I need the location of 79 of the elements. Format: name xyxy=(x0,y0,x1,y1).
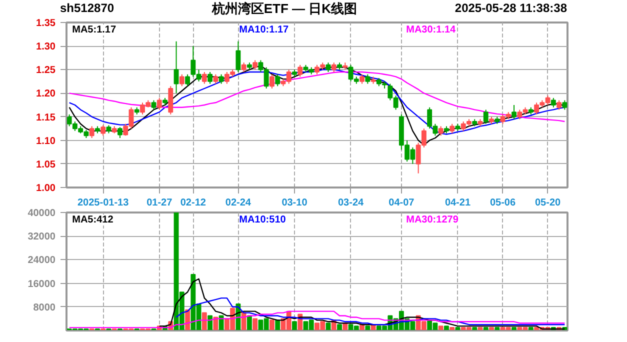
candlestick xyxy=(450,123,455,134)
candlestick xyxy=(512,104,516,120)
y-tick-label: 16000 xyxy=(28,278,56,290)
x-tick-label: 04-21 xyxy=(444,198,471,208)
candlestick xyxy=(218,74,224,84)
y-tick-label: 1.25 xyxy=(36,65,56,76)
candlestick xyxy=(156,97,162,110)
bar xyxy=(269,320,274,330)
x-tick-label: 03-24 xyxy=(338,198,364,208)
candlestick xyxy=(100,124,106,136)
candlestick xyxy=(331,62,336,72)
candlestick xyxy=(213,74,218,84)
candlestick xyxy=(556,100,562,110)
bar xyxy=(202,312,207,330)
chart-title: 杭州湾区ETF — 日K线图 xyxy=(212,0,358,18)
candlestick xyxy=(241,62,246,72)
bar xyxy=(444,326,449,330)
x-tick-label: 05-06 xyxy=(490,198,516,208)
text: MA5:412 xyxy=(72,214,114,226)
x-tick-label: 05-20 xyxy=(535,198,562,208)
x-tick-label: 2025-01-13 xyxy=(78,198,130,208)
bar xyxy=(337,324,342,330)
text: sh512870 xyxy=(60,0,114,17)
text: MA10:510 xyxy=(239,214,286,226)
y-tick-label: 1.05 xyxy=(36,159,56,170)
bar xyxy=(472,327,478,330)
candlestick xyxy=(275,74,280,87)
text: MA30:1.14 xyxy=(406,24,456,36)
y-tick-label: 32000 xyxy=(28,232,56,243)
bar xyxy=(483,327,488,330)
x-tick-label: 04-07 xyxy=(388,198,415,208)
text: MA5:1.17 xyxy=(72,24,116,36)
bar xyxy=(450,327,455,330)
candlestick xyxy=(185,74,190,87)
x-tick-label: 02-24 xyxy=(225,198,252,208)
bar xyxy=(252,318,258,330)
bar xyxy=(528,327,534,330)
y-tick-label: 1.00 xyxy=(36,183,56,194)
candlestick xyxy=(118,126,122,138)
y-tick-label: 24000 xyxy=(28,255,56,266)
candlestick xyxy=(562,100,568,110)
y-tick-label: 1.30 xyxy=(36,42,56,53)
y-tick-label: 40000 xyxy=(28,208,56,219)
text: 2025-05-28 11:38:38 xyxy=(454,0,567,17)
candlestick xyxy=(151,100,156,110)
y-tick-label: 1.35 xyxy=(36,18,56,29)
bar xyxy=(438,326,444,330)
candlestick xyxy=(168,86,174,115)
candlestick xyxy=(365,74,370,84)
line-series xyxy=(158,278,566,330)
candlestick xyxy=(298,64,303,78)
candlestick xyxy=(269,74,274,89)
bar xyxy=(246,315,252,330)
candlestick xyxy=(179,74,184,87)
candlestick xyxy=(89,126,94,138)
y-tick-label: 1.20 xyxy=(36,88,56,100)
candlestick xyxy=(174,40,179,94)
candlestick xyxy=(202,72,207,84)
y-tick-label: 1.10 xyxy=(36,136,56,147)
candlestick xyxy=(360,74,365,84)
candlestick xyxy=(550,97,556,108)
y-tick-label: 8000 xyxy=(33,302,56,314)
bar xyxy=(365,326,370,330)
x-tick-label: 01-27 xyxy=(146,198,173,208)
x-tick-label: 03-10 xyxy=(282,198,308,208)
text: MA30:1279 xyxy=(406,214,459,226)
candlestick xyxy=(252,60,258,70)
line-series xyxy=(68,310,566,328)
line-series xyxy=(176,297,566,326)
candlestick xyxy=(326,62,331,72)
bar xyxy=(292,321,297,330)
bar xyxy=(494,327,500,330)
candlestick xyxy=(208,72,213,84)
x-tick-label: 02-12 xyxy=(180,198,206,208)
y-tick-label: 1.15 xyxy=(36,112,56,124)
text: MA10:1.17 xyxy=(239,24,290,36)
candlestick xyxy=(236,40,241,72)
candlestick xyxy=(438,126,444,136)
candlestick xyxy=(483,109,488,124)
